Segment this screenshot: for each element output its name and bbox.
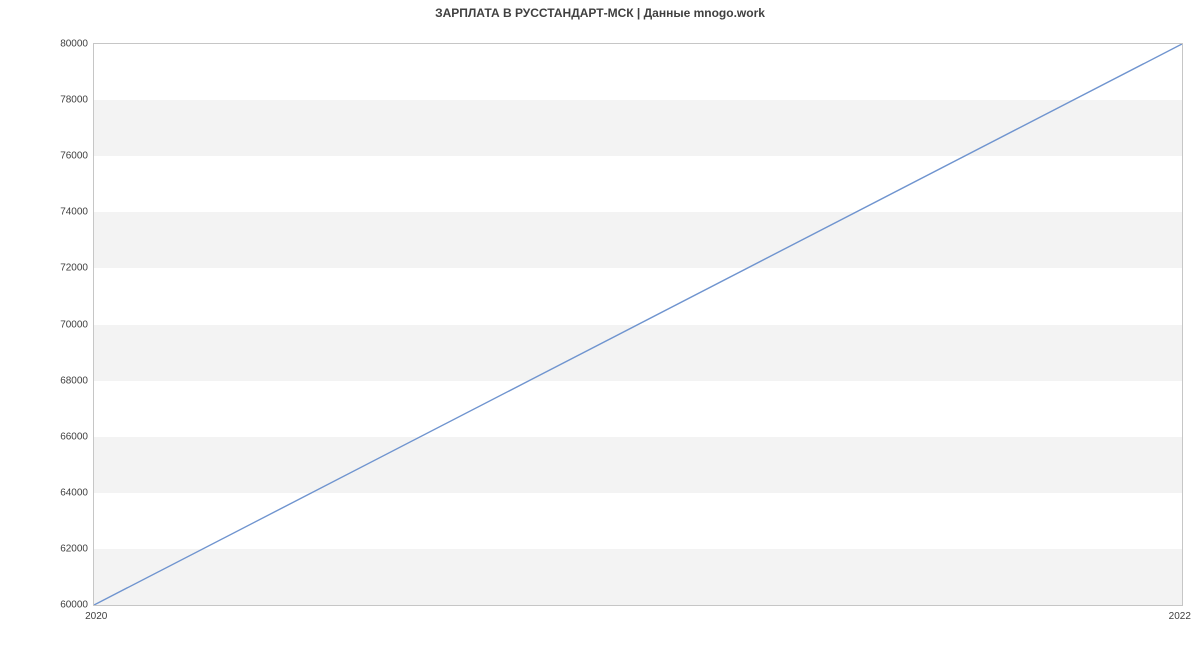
plot-area: 6000062000640006600068000700007200074000… xyxy=(93,43,1183,606)
y-tick-label: 62000 xyxy=(60,543,94,554)
y-tick-label: 74000 xyxy=(60,207,94,218)
y-tick-label: 64000 xyxy=(60,487,94,498)
x-tick-label: 2022 xyxy=(1169,605,1191,622)
y-tick-label: 68000 xyxy=(60,375,94,386)
y-tick-label: 70000 xyxy=(60,319,94,330)
y-tick-label: 80000 xyxy=(60,39,94,50)
series-layer xyxy=(94,44,1182,605)
y-tick-label: 76000 xyxy=(60,151,94,162)
chart-title: ЗАРПЛАТА В РУССТАНДАРТ-МСК | Данные mnog… xyxy=(0,0,1200,20)
series-line xyxy=(94,44,1182,605)
y-tick-label: 78000 xyxy=(60,95,94,106)
x-tick-label: 2020 xyxy=(85,605,107,622)
y-tick-label: 66000 xyxy=(60,431,94,442)
salary-line-chart: ЗАРПЛАТА В РУССТАНДАРТ-МСК | Данные mnog… xyxy=(0,0,1200,650)
y-tick-label: 72000 xyxy=(60,263,94,274)
